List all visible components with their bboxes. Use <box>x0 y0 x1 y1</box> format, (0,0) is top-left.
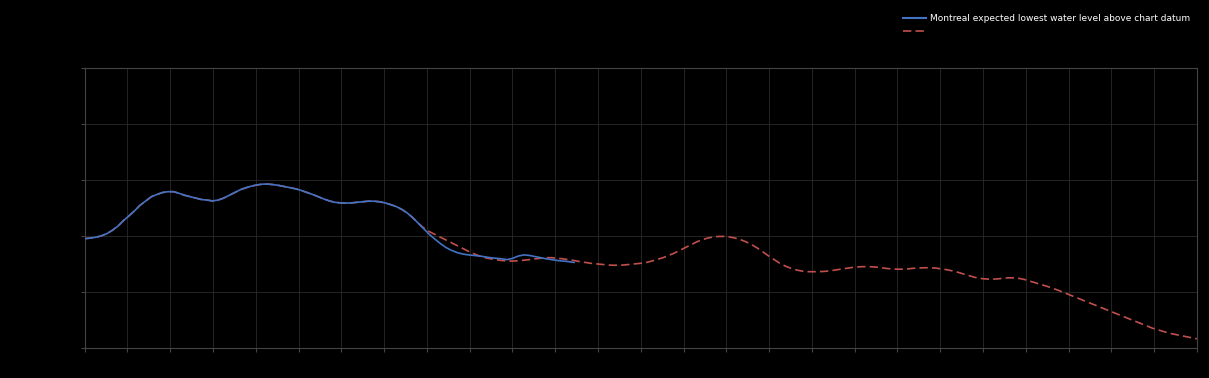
Legend: Montreal expected lowest water level above chart datum, : Montreal expected lowest water level abo… <box>902 12 1192 38</box>
